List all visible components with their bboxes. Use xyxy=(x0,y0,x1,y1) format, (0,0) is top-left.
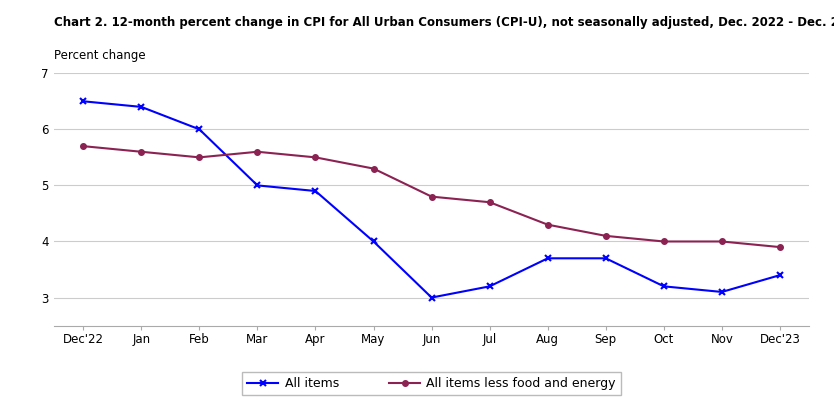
All items xyxy=(194,127,204,132)
All items less food and energy xyxy=(659,239,669,244)
All items xyxy=(78,99,88,104)
All items xyxy=(659,284,669,289)
All items less food and energy xyxy=(600,234,610,239)
All items xyxy=(136,105,146,109)
Line: All items: All items xyxy=(80,98,783,301)
All items xyxy=(253,183,263,188)
All items less food and energy xyxy=(310,155,320,160)
All items less food and energy xyxy=(78,144,88,149)
All items less food and energy xyxy=(426,194,437,199)
Line: All items less food and energy: All items less food and energy xyxy=(80,143,783,250)
All items less food and energy xyxy=(717,239,727,244)
All items xyxy=(485,284,495,289)
All items xyxy=(717,289,727,294)
All items xyxy=(369,239,379,244)
Text: Percent change: Percent change xyxy=(54,49,146,62)
All items xyxy=(543,256,553,261)
All items xyxy=(426,295,437,300)
All items less food and energy xyxy=(136,149,146,154)
Legend: All items, All items less food and energy: All items, All items less food and energ… xyxy=(242,372,621,395)
All items xyxy=(600,256,610,261)
Text: Chart 2. 12-month percent change in CPI for All Urban Consumers (CPI-U), not sea: Chart 2. 12-month percent change in CPI … xyxy=(54,16,834,29)
All items less food and energy xyxy=(775,245,785,249)
All items less food and energy xyxy=(543,222,553,227)
All items less food and energy xyxy=(369,166,379,171)
All items less food and energy xyxy=(253,149,263,154)
All items less food and energy xyxy=(194,155,204,160)
All items xyxy=(310,188,320,193)
All items xyxy=(775,273,785,278)
All items less food and energy xyxy=(485,200,495,205)
